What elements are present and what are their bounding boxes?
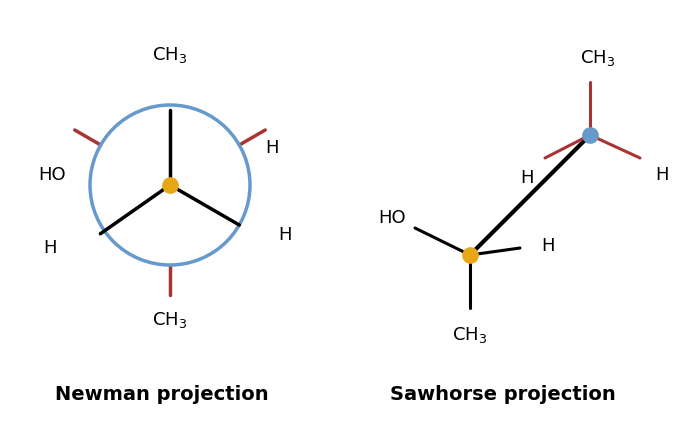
Text: $\mathregular{CH_3}$: $\mathregular{CH_3}$ bbox=[152, 45, 188, 65]
Text: Sawhorse projection: Sawhorse projection bbox=[390, 386, 616, 405]
Text: $\mathregular{CH_3}$: $\mathregular{CH_3}$ bbox=[152, 310, 188, 330]
Text: HO: HO bbox=[378, 209, 406, 227]
Text: H: H bbox=[520, 169, 534, 187]
Text: H: H bbox=[279, 226, 292, 244]
Text: H: H bbox=[655, 166, 669, 184]
Text: Newman projection: Newman projection bbox=[55, 386, 269, 405]
Text: $\mathregular{CH_3}$: $\mathregular{CH_3}$ bbox=[580, 48, 616, 68]
Text: HO: HO bbox=[38, 166, 66, 184]
Text: H: H bbox=[43, 239, 57, 257]
Text: H: H bbox=[265, 139, 279, 157]
Text: $\mathregular{CH_3}$: $\mathregular{CH_3}$ bbox=[452, 325, 488, 345]
Text: H: H bbox=[541, 237, 555, 255]
